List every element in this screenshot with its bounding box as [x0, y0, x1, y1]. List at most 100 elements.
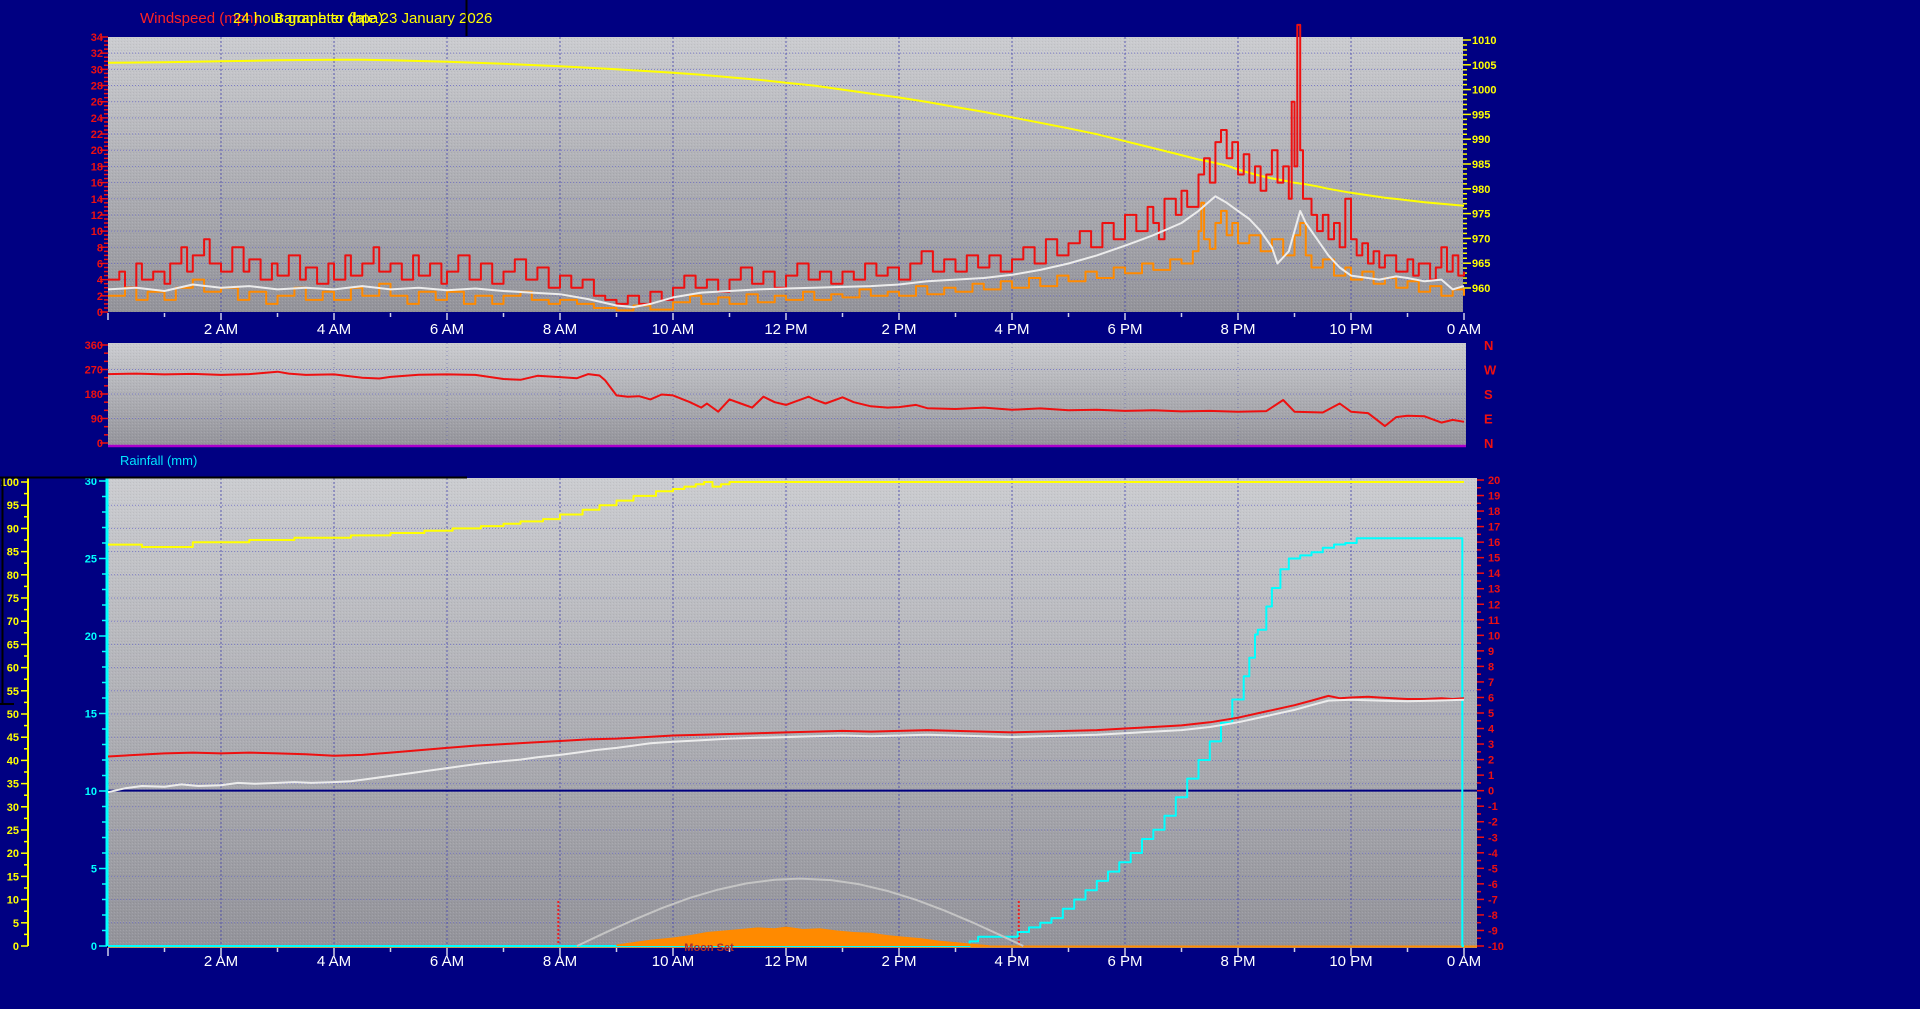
time-label: 2 PM: [881, 321, 916, 338]
time-label: 4 AM: [317, 321, 351, 338]
wind-axis-tick-label: 6: [97, 258, 103, 270]
wind-axis-tick-label: 32: [91, 48, 103, 60]
humidity-tick-label: 85: [7, 547, 19, 559]
windspeed-smoothed-line: [107, 195, 1465, 309]
bearing-axis-tick-label: 0: [97, 438, 103, 450]
humidity-tick-label: 20: [7, 848, 19, 860]
temp-tick-label: -1: [1488, 801, 1498, 813]
bearing-axis-tick-label: 270: [85, 365, 103, 377]
dew-point-line: [107, 698, 1465, 794]
baro-axis-tick-label: 1005: [1472, 60, 1496, 72]
humidity-tick-label: 60: [7, 663, 19, 675]
temp-tick-label: 11: [1488, 615, 1500, 627]
temp-tick-label: -8: [1488, 910, 1498, 922]
humidity-tick-label: 45: [7, 732, 19, 744]
time-label: 10 PM: [1329, 321, 1372, 338]
time-label: 4 PM: [994, 953, 1029, 970]
humidity-tick-label: 0: [13, 941, 19, 953]
temp-tick-label: 13: [1488, 584, 1500, 596]
temp-tick-label: -3: [1488, 832, 1498, 844]
temp-tick-label: 17: [1488, 522, 1500, 534]
time-label: 6 PM: [1107, 953, 1142, 970]
wind-axis-tick-label: 30: [91, 64, 103, 76]
time-label: 10 PM: [1329, 953, 1372, 970]
temp-tick-label: 12: [1488, 599, 1500, 611]
time-label: 8 AM: [543, 321, 577, 338]
wind-axis-tick-label: 28: [91, 81, 103, 93]
temp-tick-label: 20: [1488, 475, 1500, 487]
windspeed-axis-title: Windspeed (mph): [140, 10, 259, 27]
bearing-axis-tick-label: 90: [91, 414, 103, 426]
rain-tick-label: 0: [91, 941, 97, 953]
temp-tick-label: 18: [1488, 506, 1500, 518]
compass-label: N: [1484, 338, 1493, 353]
windspeed-average-line: [108, 201, 1465, 312]
temp-tick-label: 4: [1488, 724, 1495, 736]
wind-axis-tick-label: 14: [91, 194, 104, 206]
baro-axis-tick-label: 965: [1472, 258, 1490, 270]
humidity-tick-label: 100: [1, 477, 19, 489]
wind-axis-tick-label: 26: [91, 97, 103, 109]
humidity-tick-label: 75: [7, 593, 19, 605]
temp-tick-label: -10: [1488, 941, 1504, 953]
temp-tick-label: 9: [1488, 646, 1494, 658]
compass-label: S: [1484, 387, 1493, 402]
baro-axis-tick-label: 980: [1472, 184, 1490, 196]
windspeed-gust-line: [108, 23, 1465, 305]
solar-area: [616, 926, 990, 946]
time-label: 12 PM: [764, 321, 807, 338]
page-title: 24 hour graph to date 23 January 2026: [233, 10, 493, 27]
humidity-tick-label: 40: [7, 755, 19, 767]
wind-axis-tick-label: 24: [91, 113, 104, 125]
humidity-tick-label: 30: [7, 802, 19, 814]
time-label: 2 AM: [204, 321, 238, 338]
compass-label: N: [1484, 436, 1493, 451]
time-label: 8 AM: [543, 953, 577, 970]
wind-axis-tick-label: 16: [91, 178, 103, 190]
time-label: 10 AM: [652, 953, 695, 970]
time-label: 8 PM: [1220, 953, 1255, 970]
wind-axis-tick-label: 8: [97, 242, 103, 254]
humidity-tick-label: 55: [7, 686, 19, 698]
humidity-tick-label: 95: [7, 500, 19, 512]
windspeed-barometer-chart: 3432302826242220181614121086420101010051…: [91, 23, 1496, 338]
temp-tick-label: 19: [1488, 491, 1500, 503]
humidity-line: [108, 481, 1464, 548]
baro-axis-tick-label: 985: [1472, 159, 1490, 171]
wind-axis-tick-label: 12: [91, 210, 103, 222]
temp-tick-label: 15: [1488, 553, 1500, 565]
wind-axis-tick-label: 20: [91, 145, 103, 157]
wind-axis-tick-label: 2: [97, 291, 103, 303]
time-label: 12 PM: [764, 953, 807, 970]
temp-tick-label: 3: [1488, 739, 1494, 751]
baro-axis-tick-label: 995: [1472, 109, 1490, 121]
rain-tick-label: 25: [85, 554, 97, 566]
wind-axis-tick-label: 18: [91, 161, 103, 173]
time-label: 4 PM: [994, 321, 1029, 338]
temp-tick-label: -4: [1488, 848, 1499, 860]
rain-tick-label: 5: [91, 864, 97, 876]
temp-tick-label: 5: [1488, 708, 1494, 720]
temp-tick-label: 16: [1488, 537, 1500, 549]
temp-tick-label: 8: [1488, 661, 1494, 673]
rain-tick-label: 30: [85, 476, 97, 488]
baro-axis-tick-label: 1010: [1472, 35, 1496, 47]
temp-tick-label: 7: [1488, 677, 1494, 689]
rainfall-temperature-chart: 1009590858075706560555045403530252015105…: [1, 475, 1504, 970]
moon-set-label: Moon Set: [684, 942, 734, 954]
rain-tick-label: 15: [85, 709, 97, 721]
time-label: 6 AM: [430, 953, 464, 970]
wind-axis-tick-label: 22: [91, 129, 103, 141]
time-label: 8 PM: [1220, 321, 1255, 338]
time-label: 10 AM: [652, 321, 695, 338]
temp-tick-label: 2: [1488, 755, 1494, 767]
temp-tick-label: -7: [1488, 894, 1498, 906]
window-border-artifacts: [0, 0, 468, 705]
humidity-tick-label: 25: [7, 825, 19, 837]
time-label: 6 PM: [1107, 321, 1142, 338]
humidity-tick-label: 80: [7, 570, 19, 582]
time-label: 2 AM: [204, 953, 238, 970]
temp-tick-label: -2: [1488, 817, 1498, 829]
time-label: 2 PM: [881, 953, 916, 970]
